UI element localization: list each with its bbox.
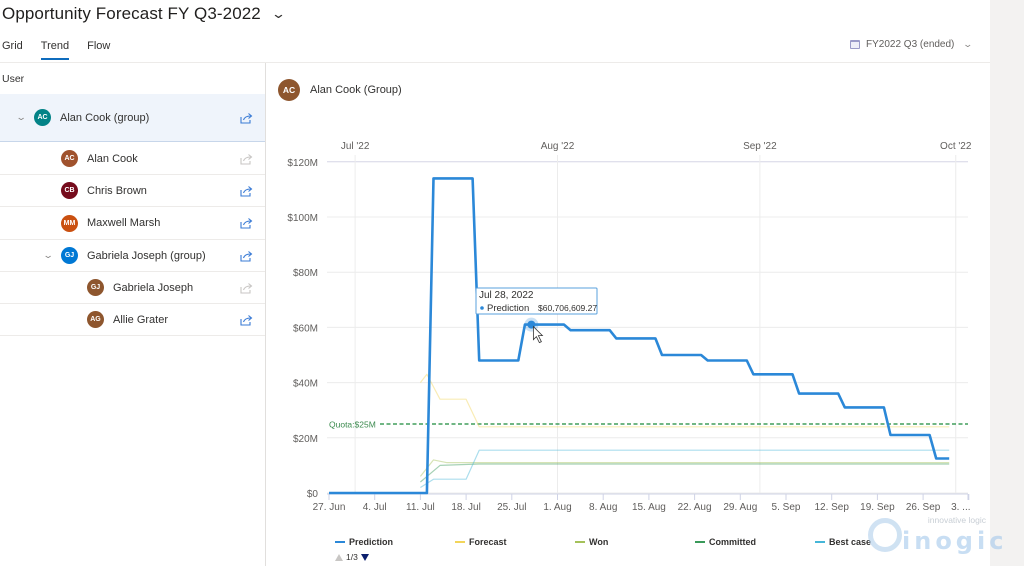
legend-swatch [575, 541, 585, 543]
share-icon[interactable] [240, 217, 253, 229]
watermark-brand: inogic [902, 527, 1008, 555]
user-row-alan-cook-group[interactable]: ⌄ AC Alan Cook (group) [0, 94, 265, 142]
avatar: CB [61, 182, 78, 199]
user-name: Chris Brown [87, 184, 147, 197]
user-row-maxwell-marsh[interactable]: MM Maxwell Marsh [0, 207, 265, 240]
user-row-allie-grater[interactable]: AG Allie Grater [0, 304, 265, 336]
user-name: Gabriela Joseph [113, 281, 194, 294]
title-row[interactable]: Opportunity Forecast FY Q3-2022 ⌄ [2, 4, 286, 24]
trend-chart-panel: AC Alan Cook (Group) [267, 63, 990, 566]
inogic-watermark: innovative logic inogic [866, 512, 1003, 564]
legend-swatch [815, 541, 825, 543]
legend-swatch [455, 541, 465, 543]
user-name: Allie Grater [113, 313, 169, 326]
logo-icon [868, 518, 902, 552]
share-icon[interactable] [240, 314, 253, 326]
legend-label: Won [589, 537, 609, 547]
tab-trend[interactable]: Trend [40, 40, 70, 60]
user-name: Alan Cook (group) [60, 111, 150, 124]
avatar: AC [61, 150, 78, 167]
legend-item-committed[interactable]: Committed [695, 537, 756, 547]
legend-item-forecast[interactable]: Forecast [455, 537, 507, 547]
legend-item-best-case[interactable]: Best case [815, 537, 871, 547]
chevron-down-icon[interactable]: ⌄ [15, 112, 27, 122]
legend-label: Committed [709, 537, 756, 547]
page-title: Opportunity Forecast FY Q3-2022 [2, 4, 261, 23]
calendar-icon [850, 40, 860, 49]
chart-owner: AC Alan Cook (Group) [278, 79, 402, 101]
user-name: Gabriela Joseph (group) [87, 249, 206, 262]
user-column-header: User [2, 73, 25, 85]
share-icon[interactable] [240, 250, 253, 262]
legend-swatch [695, 541, 705, 543]
legend-label: Prediction [349, 537, 394, 547]
share-icon[interactable] [240, 185, 253, 197]
tab-flow[interactable]: Flow [87, 40, 111, 52]
period-selector[interactable]: FY2022 Q3 (ended) ⌄ [850, 39, 974, 50]
legend-item-prediction[interactable]: Prediction [335, 537, 393, 547]
view-tabs: Grid Trend Flow [2, 40, 128, 60]
chevron-down-icon[interactable]: ⌄ [42, 250, 54, 260]
share-icon[interactable] [240, 282, 253, 294]
chart-owner-name: Alan Cook (Group) [310, 84, 402, 96]
right-gutter [990, 0, 1024, 566]
avatar: AG [87, 311, 104, 328]
triangle-up-icon[interactable] [335, 553, 343, 561]
chevron-down-icon: ⌄ [962, 39, 974, 49]
share-icon[interactable] [240, 153, 253, 165]
legend-pager: 1/3 [335, 552, 369, 562]
avatar: GJ [61, 247, 78, 264]
legend-swatch [335, 541, 345, 543]
user-hierarchy-panel: User ⌄ AC Alan Cook (group) AC Alan Cook… [0, 63, 266, 566]
avatar: MM [61, 214, 78, 232]
chevron-down-icon[interactable]: ⌄ [270, 6, 286, 21]
legend-label: Forecast [469, 537, 507, 547]
legend-label: Best case [829, 537, 872, 547]
avatar: AC [278, 79, 300, 101]
user-row-alan-cook[interactable]: AC Alan Cook [0, 143, 265, 175]
period-label: FY2022 Q3 (ended) [866, 39, 955, 50]
legend-page-label: 1/3 [346, 552, 358, 562]
user-name: Maxwell Marsh [87, 217, 161, 229]
avatar: AC [34, 109, 51, 126]
user-row-gabriela-joseph[interactable]: GJ Gabriela Joseph [0, 272, 265, 304]
tab-grid[interactable]: Grid [2, 40, 23, 52]
user-row-gabriela-joseph-group[interactable]: ⌄ GJ Gabriela Joseph (group) [0, 240, 265, 272]
triangle-down-icon[interactable] [360, 553, 369, 561]
header-divider [0, 62, 990, 63]
legend-item-won[interactable]: Won [575, 537, 608, 547]
watermark-tagline: innovative logic [927, 515, 986, 525]
avatar: GJ [87, 279, 104, 296]
user-name: Alan Cook [87, 152, 138, 165]
chart-legend: Prediction Forecast Won Committed Best c… [335, 537, 985, 549]
user-row-chris-brown[interactable]: CB Chris Brown [0, 175, 265, 207]
share-icon[interactable] [240, 112, 253, 124]
